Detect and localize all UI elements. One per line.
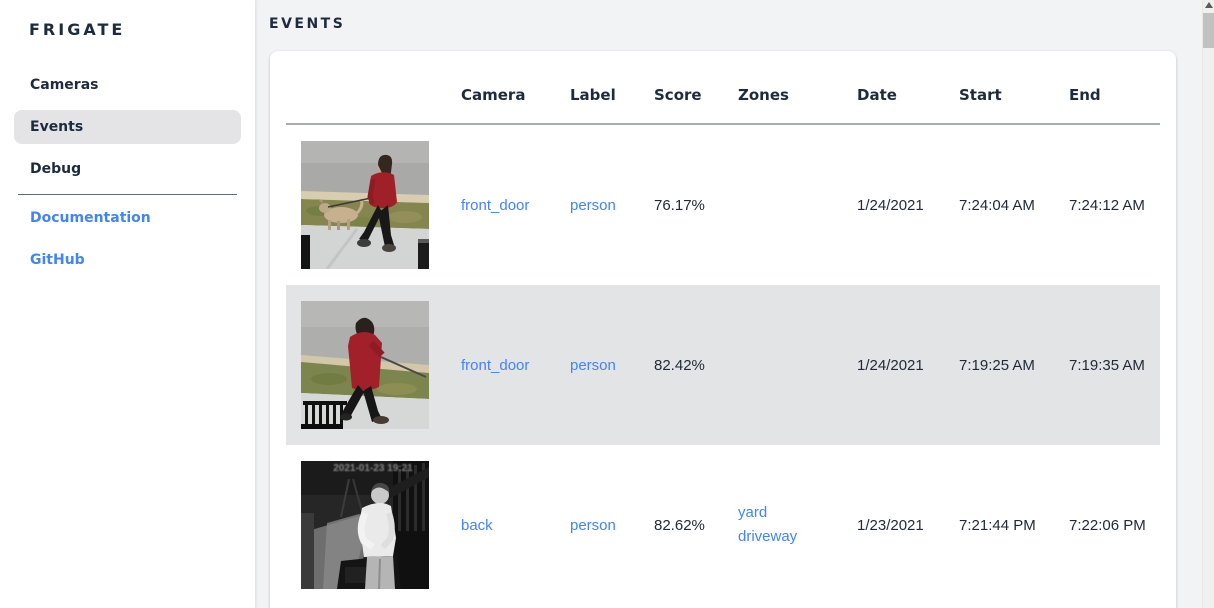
sidebar: FRIGATE Cameras Events Debug Documentati… [0,0,255,608]
sidebar-nav: Cameras Events Debug Documentation GitHu… [0,68,255,277]
header-start: Start [959,86,1002,104]
header-end: End [1069,86,1101,104]
date-value: 1/24/2021 [857,196,924,214]
sidebar-item-debug[interactable]: Debug [30,161,82,177]
table-header-row: Camera Label Score Zones Date Start End [286,67,1160,125]
header-score: Score [654,86,702,104]
zone-link[interactable]: yard [738,504,768,521]
zones-cell: yard driveway [738,501,857,549]
sidebar-link-documentation[interactable]: Documentation [30,210,151,226]
table-body: front_door person 76.17% 1/24/2021 7:24:… [286,125,1160,605]
header-label: Label [570,86,616,104]
sidebar-divider [18,194,237,195]
date-value: 1/23/2021 [857,516,924,534]
zone-link[interactable]: driveway [738,528,798,545]
camera-link[interactable]: front_door [461,356,530,374]
score-value: 76.17% [654,196,705,214]
scrollbar-thumb[interactable] [1203,13,1214,48]
sidebar-item-cameras[interactable]: Cameras [30,77,99,93]
sidebar-item-events[interactable]: Events [14,110,241,144]
start-value: 7:24:04 AM [959,196,1035,214]
table-row[interactable]: 2021-01-23 19:21 back person 82.62% yard… [286,445,1160,605]
main-content: EVENTS Camera Label Score Zones Date Sta… [255,0,1214,608]
page-title: EVENTS [269,16,346,32]
header-camera: Camera [461,86,526,104]
camera-link[interactable]: front_door [461,196,530,214]
label-link[interactable]: person [570,356,616,374]
header-date: Date [857,86,897,104]
header-zones: Zones [738,86,789,104]
label-link[interactable]: person [570,196,616,214]
end-value: 7:19:35 AM [1069,356,1145,374]
date-value: 1/24/2021 [857,356,924,374]
vertical-scrollbar[interactable] [1202,0,1214,608]
start-value: 7:19:25 AM [959,356,1035,374]
event-thumbnail[interactable] [301,141,429,269]
camera-link[interactable]: back [461,516,493,534]
events-card: Camera Label Score Zones Date Start End [270,51,1176,608]
label-link[interactable]: person [570,516,616,534]
end-value: 7:22:06 PM [1069,516,1146,534]
event-thumbnail[interactable] [301,301,429,429]
sidebar-link-github[interactable]: GitHub [30,252,85,268]
app-logo: FRIGATE [29,20,126,39]
score-value: 82.42% [654,356,705,374]
end-value: 7:24:12 AM [1069,196,1145,214]
scrollbar-up-arrow-icon[interactable] [1204,2,1213,8]
svg-text:2021-01-23 19:21: 2021-01-23 19:21 [333,463,413,474]
start-value: 7:21:44 PM [959,516,1036,534]
event-thumbnail[interactable]: 2021-01-23 19:21 [301,461,429,589]
table-row[interactable]: front_door person 82.42% 1/24/2021 7:19:… [286,285,1160,445]
table-row[interactable]: front_door person 76.17% 1/24/2021 7:24:… [286,125,1160,285]
score-value: 82.62% [654,516,705,534]
